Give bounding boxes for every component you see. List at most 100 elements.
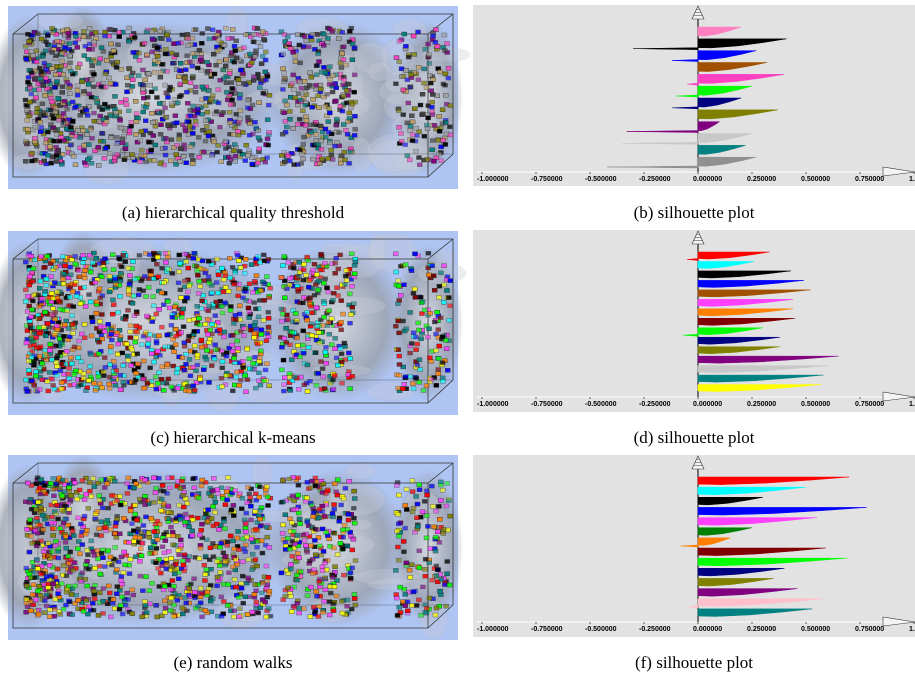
particle xyxy=(305,550,310,554)
particle xyxy=(441,532,446,536)
particle xyxy=(159,497,164,501)
particle xyxy=(86,567,91,571)
particle xyxy=(306,285,311,289)
particle xyxy=(303,123,308,127)
particle xyxy=(342,523,347,527)
particle xyxy=(207,558,212,562)
particle xyxy=(64,362,69,366)
particle xyxy=(103,85,108,89)
particle xyxy=(30,128,35,132)
particle xyxy=(145,95,150,99)
particle xyxy=(282,160,287,164)
particle xyxy=(232,609,237,613)
particle xyxy=(300,301,305,305)
particle xyxy=(133,132,138,136)
particle xyxy=(316,52,321,56)
particle xyxy=(265,137,270,141)
particle xyxy=(61,509,66,513)
particle xyxy=(178,147,183,151)
particle xyxy=(210,28,215,32)
particle xyxy=(241,366,246,370)
particle xyxy=(221,519,226,523)
particle xyxy=(413,295,418,299)
particle xyxy=(29,271,34,275)
particle xyxy=(119,100,124,104)
particle xyxy=(288,567,293,571)
particle xyxy=(420,299,425,303)
particle xyxy=(178,486,183,490)
particle xyxy=(268,286,273,290)
particle xyxy=(318,360,323,364)
particle xyxy=(179,543,184,547)
particle xyxy=(437,344,442,348)
particle xyxy=(424,86,429,90)
particle xyxy=(76,66,81,70)
particle xyxy=(341,123,346,127)
particle xyxy=(83,304,88,308)
particle xyxy=(92,566,97,570)
x-tick-label: 0.000000 xyxy=(693,626,722,633)
particle xyxy=(122,599,127,603)
particle xyxy=(282,383,287,387)
particle xyxy=(72,373,77,377)
particle xyxy=(33,374,38,378)
particle xyxy=(231,149,236,153)
particle xyxy=(309,333,314,337)
particle xyxy=(53,128,58,132)
particle xyxy=(153,491,158,495)
particle xyxy=(81,261,86,265)
particle xyxy=(447,125,452,129)
particle xyxy=(196,496,201,500)
particle xyxy=(214,63,219,67)
particle xyxy=(238,109,243,113)
particle xyxy=(116,342,121,346)
particle xyxy=(433,535,438,539)
particle xyxy=(304,93,309,97)
particle xyxy=(204,357,209,361)
particle xyxy=(118,604,123,608)
particle xyxy=(435,44,440,48)
particle xyxy=(146,342,151,346)
particle xyxy=(308,130,313,134)
particle xyxy=(214,300,219,304)
particle xyxy=(445,559,450,563)
particle xyxy=(109,28,114,32)
particle xyxy=(329,148,334,152)
particle xyxy=(73,41,78,45)
particle xyxy=(38,593,43,597)
particle xyxy=(76,128,81,132)
particle xyxy=(155,46,160,50)
particle xyxy=(177,69,182,73)
particle xyxy=(166,476,171,480)
particle xyxy=(422,499,427,503)
particle xyxy=(125,591,130,595)
render-view xyxy=(0,455,463,640)
particle xyxy=(233,271,238,275)
particle xyxy=(46,541,51,545)
particle xyxy=(27,550,32,554)
particle xyxy=(235,346,240,350)
particle xyxy=(331,602,336,606)
particle xyxy=(437,114,442,118)
particle xyxy=(76,356,81,360)
particle xyxy=(107,382,112,386)
particle xyxy=(332,585,337,589)
particle xyxy=(282,71,287,75)
particle xyxy=(421,389,426,393)
particle xyxy=(348,321,353,325)
particle xyxy=(446,66,451,70)
particle xyxy=(30,308,35,312)
particle xyxy=(187,525,192,529)
particle xyxy=(335,286,340,290)
particle xyxy=(244,33,249,37)
particle xyxy=(416,78,421,82)
particle xyxy=(42,517,47,521)
particle xyxy=(267,93,272,97)
particle xyxy=(136,74,141,78)
particle xyxy=(288,388,293,392)
particle xyxy=(335,553,340,557)
particle xyxy=(106,322,111,326)
particle xyxy=(280,531,285,535)
particle xyxy=(240,560,245,564)
particle xyxy=(224,490,229,494)
